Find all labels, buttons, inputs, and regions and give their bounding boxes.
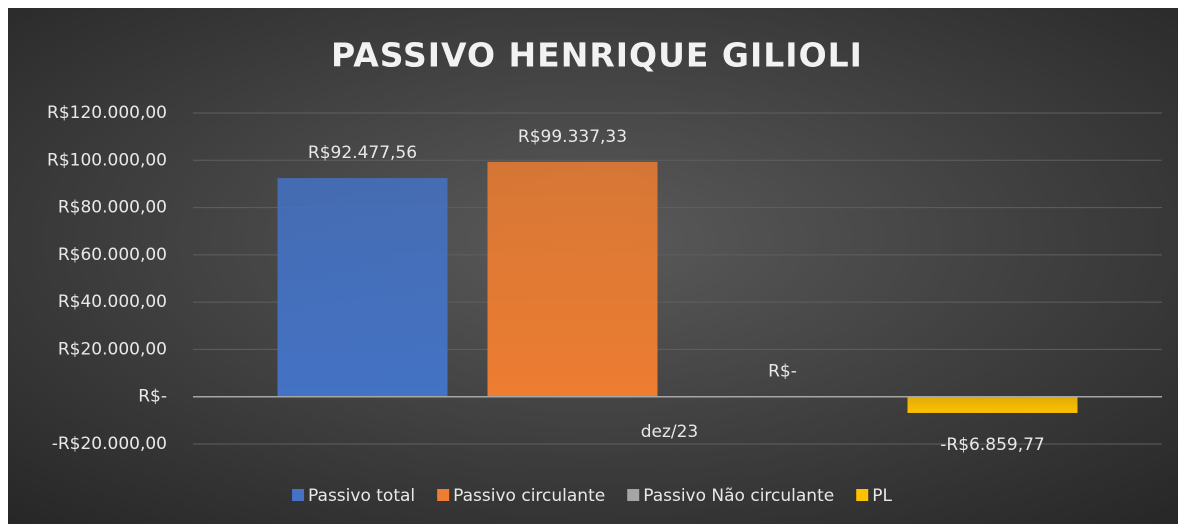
bar: [487, 161, 658, 397]
legend-label: Passivo total: [308, 486, 415, 506]
y-tick-label: R$100.000,00: [47, 150, 167, 170]
bar: [907, 396, 1078, 413]
legend-swatch: [856, 489, 869, 501]
x-tick-label: dez/23: [641, 422, 699, 442]
y-tick-label: R$20.000,00: [58, 339, 167, 359]
legend-label: PL: [872, 486, 892, 506]
y-tick-label: R$40.000,00: [58, 292, 167, 312]
legend-label: Passivo Não circulante: [643, 486, 834, 506]
legend-swatch: [437, 489, 450, 501]
legend-swatch: [292, 489, 305, 501]
bar: [277, 178, 448, 397]
data-label: R$92.477,56: [308, 143, 417, 163]
legend-label: Passivo circulante: [453, 486, 605, 506]
data-label: R$99.337,33: [518, 127, 627, 147]
y-tick-label: R$80.000,00: [58, 198, 167, 218]
legend-swatch: [627, 489, 640, 501]
chart-title: PASSIVO HENRIQUE GILIOLI: [331, 36, 863, 75]
data-label: -R$6.859,77: [940, 435, 1044, 455]
y-tick-label: -R$20.000,00: [52, 434, 167, 454]
y-tick-label: R$-: [138, 387, 167, 407]
data-label: R$-: [768, 362, 797, 382]
y-tick-label: R$120.000,00: [47, 103, 167, 123]
y-tick-label: R$60.000,00: [58, 245, 167, 265]
